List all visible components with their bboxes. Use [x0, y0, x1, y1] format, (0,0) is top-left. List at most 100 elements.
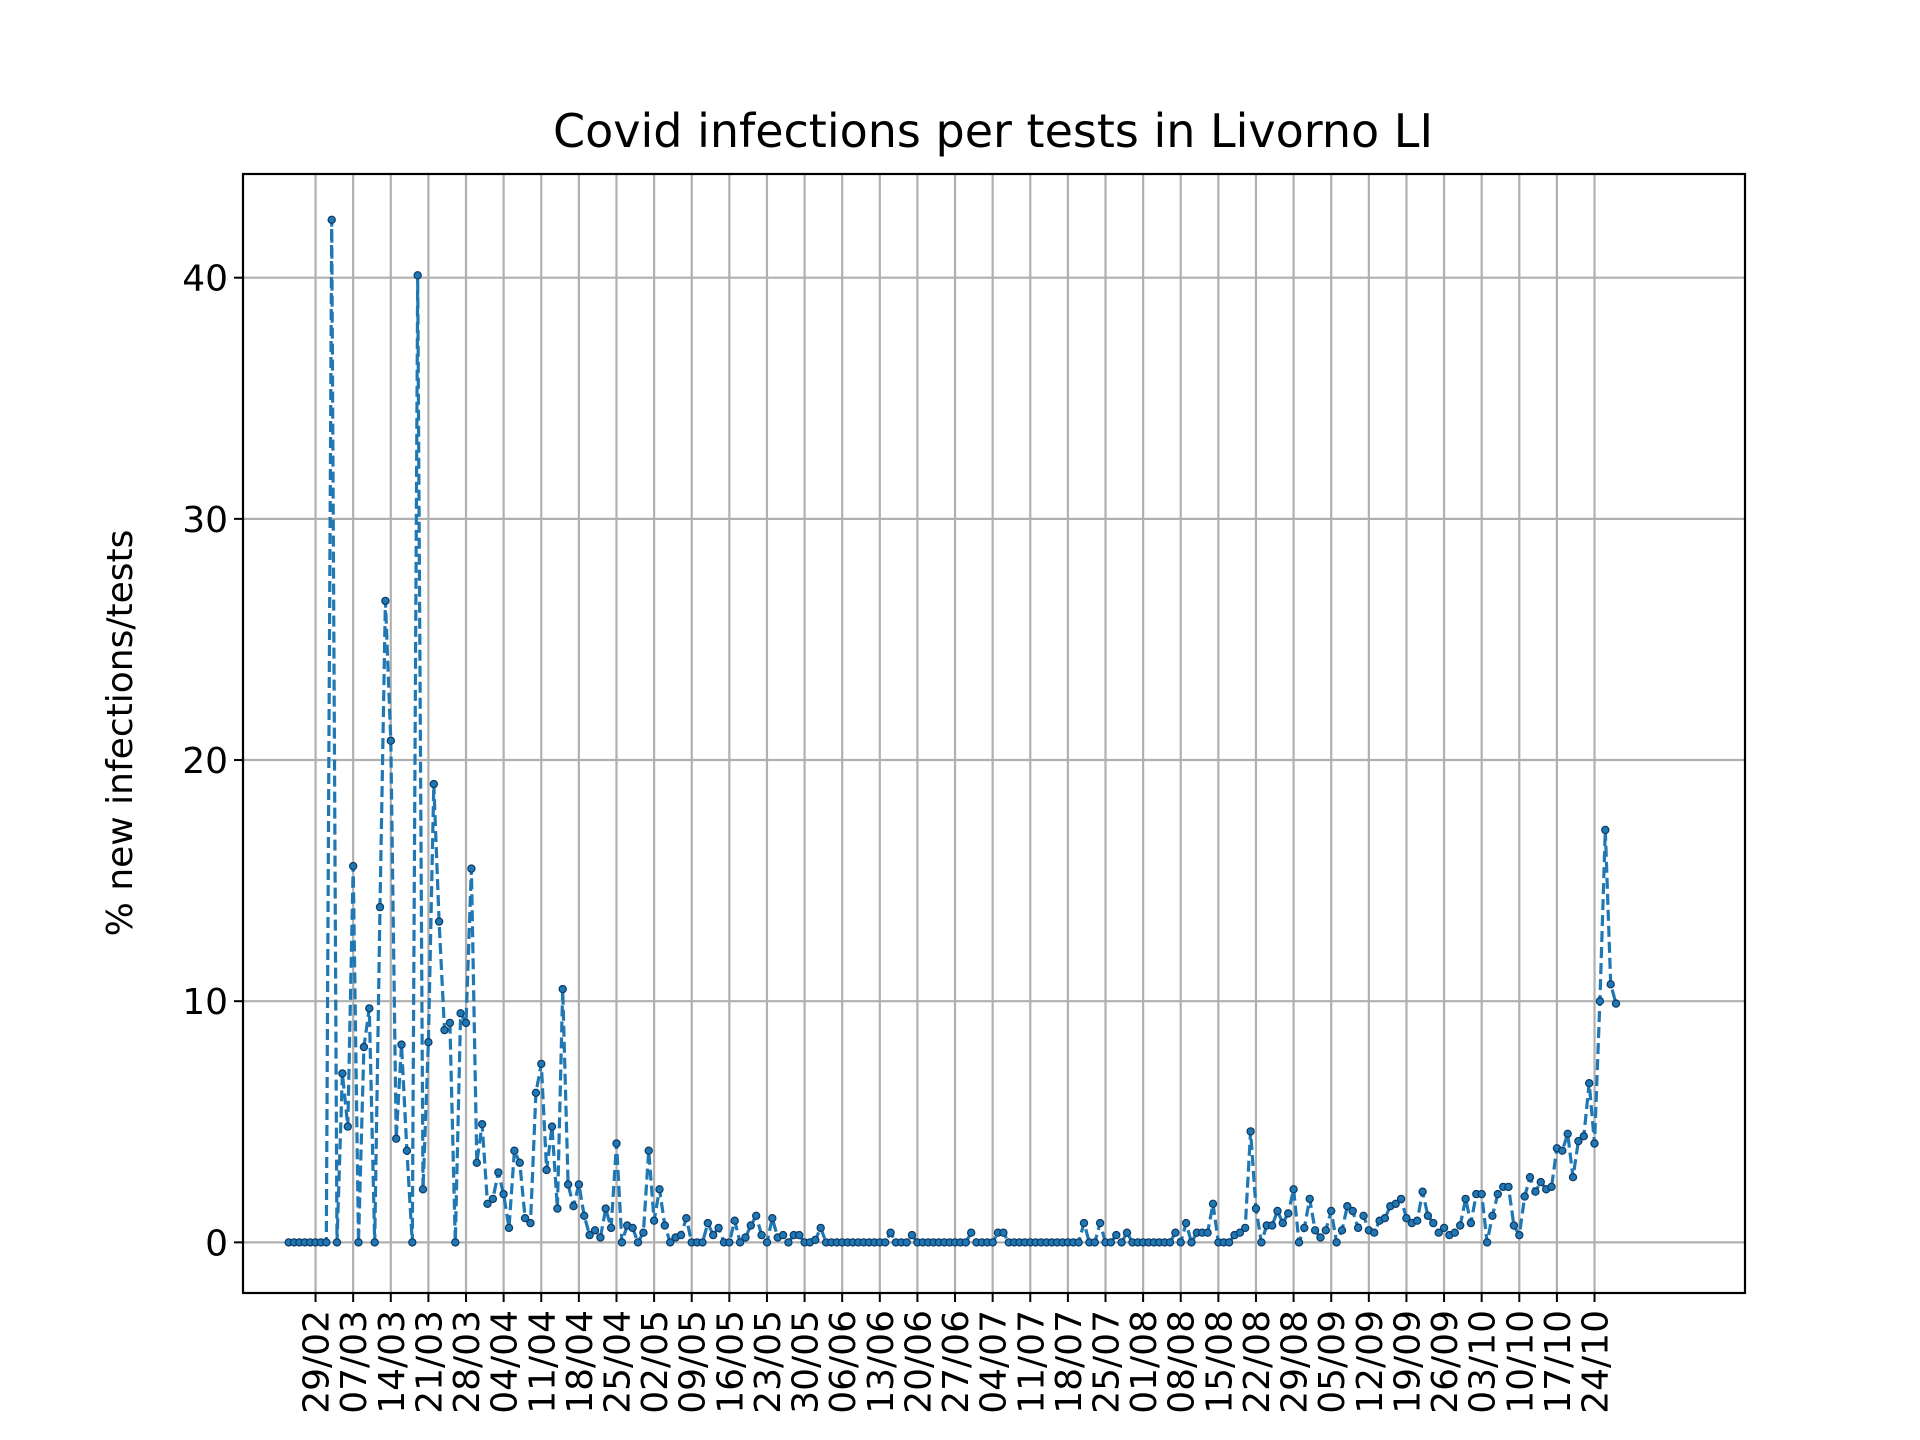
y-tick-label: 20	[182, 741, 228, 782]
data-point	[413, 271, 422, 280]
data-point	[359, 1042, 369, 1052]
data-point	[504, 1223, 514, 1233]
x-tick-label: 09/05	[673, 1310, 714, 1414]
data-point	[1251, 1204, 1261, 1213]
data-point	[1434, 1228, 1443, 1237]
data-point	[1337, 1226, 1347, 1235]
data-point	[531, 1088, 541, 1098]
data-point	[612, 1139, 621, 1148]
x-tick-label: 24/10	[1576, 1310, 1617, 1414]
x-tick-label: 25/04	[597, 1310, 638, 1414]
data-point	[1601, 825, 1610, 835]
x-tick-label: 21/03	[409, 1310, 450, 1414]
data-point	[1515, 1230, 1524, 1240]
data-point	[1181, 1218, 1191, 1228]
x-tick-label: 11/04	[522, 1310, 563, 1414]
data-point	[1412, 1216, 1422, 1225]
data-point	[1240, 1223, 1250, 1233]
x-tick-label: 14/03	[372, 1310, 413, 1414]
data-point	[520, 1213, 530, 1223]
data-point	[1369, 1228, 1379, 1237]
data-point	[547, 1122, 557, 1131]
data-point	[1267, 1221, 1277, 1230]
data-point	[526, 1218, 535, 1228]
data-point	[1423, 1211, 1433, 1221]
data-point	[666, 1238, 675, 1247]
y-tick-label: 10	[182, 982, 228, 1023]
x-tick-label: 04/04	[485, 1310, 526, 1414]
data-point	[601, 1204, 610, 1213]
data-point	[1283, 1209, 1293, 1218]
data-point	[881, 1238, 890, 1247]
data-point	[472, 1158, 481, 1168]
y-tick-label: 30	[182, 500, 228, 541]
x-tick-label: 15/08	[1199, 1310, 1240, 1414]
data-point	[1117, 1238, 1126, 1247]
data-point	[1326, 1206, 1336, 1216]
data-point	[1095, 1218, 1105, 1228]
data-point	[375, 902, 385, 912]
data-point	[1563, 1129, 1572, 1139]
data-point	[1396, 1194, 1406, 1204]
y-tick-label: 0	[205, 1223, 228, 1264]
data-point	[585, 1230, 594, 1240]
data-point	[735, 1238, 745, 1247]
data-point	[1187, 1238, 1196, 1247]
data-point	[488, 1194, 498, 1204]
data-point	[434, 917, 444, 926]
data-point	[1477, 1189, 1486, 1199]
data-point	[1520, 1192, 1529, 1201]
data-point	[768, 1213, 777, 1223]
data-point	[327, 215, 336, 224]
data-point	[730, 1216, 739, 1225]
data-point	[1402, 1213, 1411, 1223]
axes: 01020304029/0207/0314/0321/0328/0304/041…	[182, 259, 1616, 1414]
x-tick-label: 10/10	[1500, 1310, 1541, 1414]
x-tick-label: 01/08	[1124, 1310, 1165, 1414]
data-point	[1316, 1233, 1325, 1242]
data-point	[477, 1119, 487, 1129]
data-point	[1504, 1182, 1513, 1192]
data-point	[402, 1146, 412, 1155]
data-point	[1606, 980, 1615, 989]
data-point	[349, 861, 358, 871]
data-point	[649, 1216, 659, 1225]
plot-frame	[241, 172, 1747, 1295]
data-point	[1509, 1221, 1519, 1230]
data-point	[515, 1158, 525, 1168]
y-tick-label: 40	[182, 259, 228, 300]
data-point	[639, 1228, 648, 1237]
series-line	[288, 218, 1618, 1245]
data-point	[762, 1238, 772, 1247]
data-point	[494, 1168, 503, 1177]
data-point	[1203, 1228, 1212, 1237]
data-point	[676, 1230, 686, 1240]
data-point	[1611, 999, 1621, 1008]
data-point	[1590, 1139, 1599, 1148]
data-point	[907, 1230, 917, 1240]
chart-title: Covid infections per tests in Livorno LI	[553, 104, 1433, 158]
data-point	[1289, 1185, 1298, 1194]
data-point	[354, 1238, 363, 1247]
data-point	[1579, 1131, 1589, 1141]
x-tick-label: 05/09	[1312, 1310, 1353, 1414]
data-point	[1353, 1223, 1363, 1233]
data-point	[902, 1238, 911, 1247]
data-point	[660, 1221, 670, 1230]
data-point	[580, 1211, 589, 1221]
data-point	[746, 1221, 756, 1230]
data-point	[510, 1146, 519, 1155]
data-point	[1208, 1199, 1218, 1209]
data-point	[1310, 1226, 1320, 1235]
data-point	[1079, 1218, 1089, 1228]
x-tick-label: 25/07	[1087, 1310, 1128, 1414]
data-point	[456, 1009, 465, 1018]
data-point	[467, 864, 476, 873]
data-point	[1359, 1211, 1368, 1221]
data-point	[682, 1213, 691, 1223]
data-point	[1278, 1218, 1288, 1228]
data-point	[563, 1180, 573, 1189]
data-point	[1332, 1238, 1341, 1247]
data-point	[1493, 1189, 1503, 1199]
data-point	[553, 1204, 562, 1213]
